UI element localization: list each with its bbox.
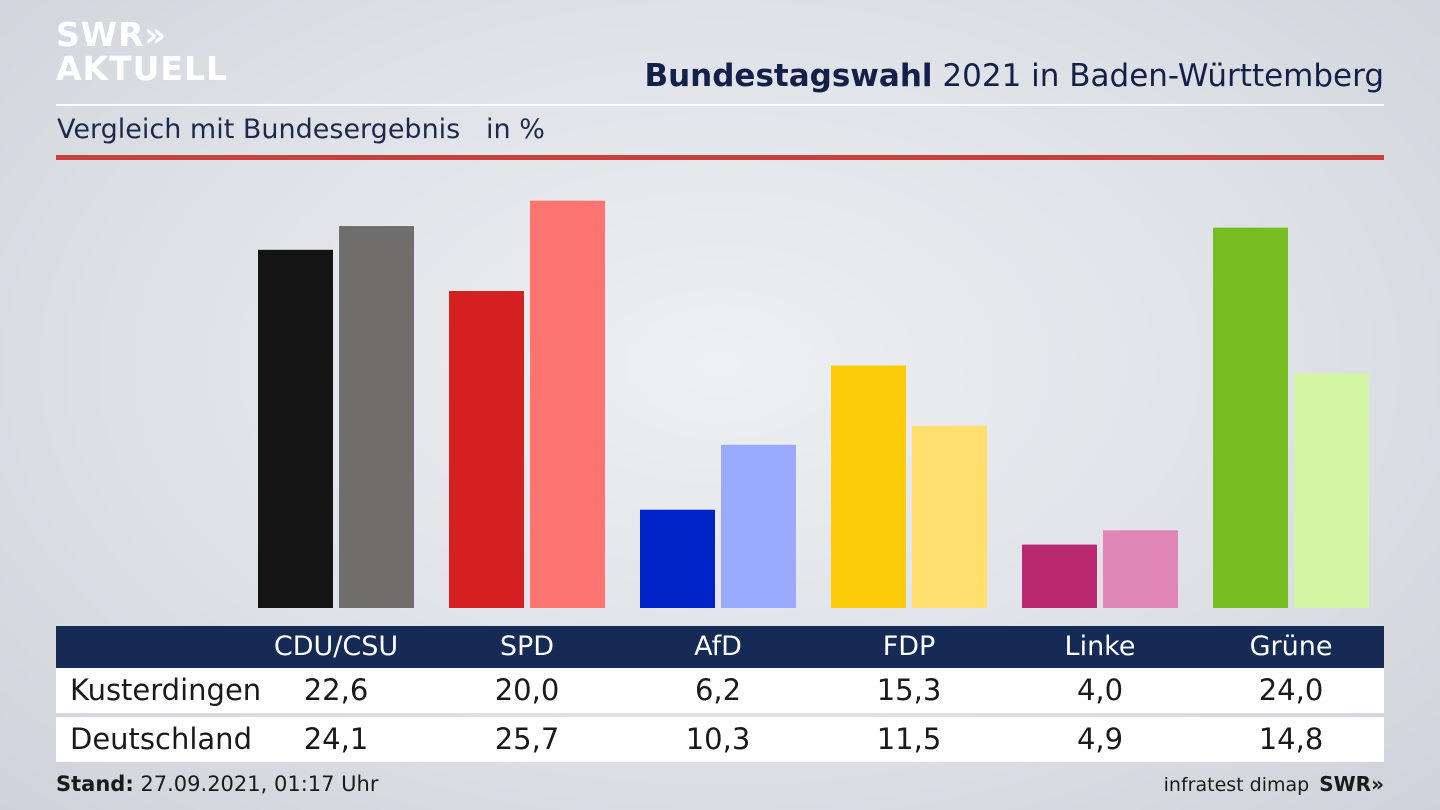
- bar-grüne-deutschland: [1294, 373, 1369, 608]
- timestamp-value: 27.09.2021, 01:17 Uhr: [133, 772, 379, 796]
- row-label-deutschland: Deutschland: [70, 722, 252, 756]
- timestamp-label: Stand:: [56, 772, 134, 796]
- bar-fdp-deutschland: [912, 425, 987, 608]
- chart-title: Bundestagswahl 2021 in Baden-Württemberg: [644, 58, 1384, 94]
- table-header: CDU/CSU SPD AfD FDP Linke Grüne: [56, 626, 1384, 668]
- source-credit: infratest dimap SWR»: [1164, 772, 1384, 796]
- table-row: Kusterdingen 22,6 20,0 6,2 15,3 4,0 24,0: [56, 668, 1384, 713]
- value-cell-fdp-kusterdingen: 15,3: [876, 673, 942, 707]
- title-divider: [56, 104, 1384, 106]
- value-cell-afd-deutschland: 10,3: [685, 722, 751, 756]
- bar-chart: [258, 200, 1369, 609]
- swr-logo-small: SWR»: [1319, 772, 1384, 796]
- value-cell-grüne-kusterdingen: 24,0: [1258, 673, 1324, 707]
- value-cell-cdu-csu-deutschland: 24,1: [303, 722, 369, 756]
- logo-swr-text: SWR»: [56, 15, 167, 54]
- bar-spd-deutschland: [530, 200, 605, 608]
- bar-linke-deutschland: [1103, 530, 1178, 608]
- value-cell-grüne-deutschland: 14,8: [1258, 722, 1324, 756]
- results-table: CDU/CSU SPD AfD FDP Linke Grüne Kusterdingen …: [56, 626, 1384, 762]
- column-header-grüne: Grüne: [1249, 631, 1333, 662]
- logo-aktuell-text: AKTUELL: [56, 49, 229, 88]
- row-label-kusterdingen: Kusterdingen: [70, 673, 262, 707]
- bar-fdp-kusterdingen: [831, 365, 906, 608]
- swr-aktuell-logo: SWR» AKTUELL: [56, 18, 228, 86]
- value-cell-spd-kusterdingen: 20,0: [494, 673, 560, 707]
- subtitle-divider: [56, 155, 1384, 160]
- column-header-spd: SPD: [499, 631, 555, 662]
- value-cell-afd-kusterdingen: 6,2: [694, 673, 742, 707]
- table-row: Deutschland 24,1 25,7 10,3 11,5 4,9 14,8: [56, 717, 1384, 762]
- column-header-fdp: FDP: [882, 631, 936, 662]
- source-text: infratest dimap: [1163, 774, 1310, 796]
- value-cell-spd-deutschland: 25,7: [494, 722, 560, 756]
- value-cell-linke-kusterdingen: 4,0: [1076, 673, 1124, 707]
- chart-title-rest: 2021 in Baden-Württemberg: [932, 58, 1384, 94]
- timestamp: Stand: 27.09.2021, 01:17 Uhr: [56, 772, 379, 796]
- bar-cdu-csu-deutschland: [339, 226, 414, 609]
- bar-grüne-kusterdingen: [1213, 227, 1288, 609]
- column-header-linke: Linke: [1064, 631, 1136, 662]
- chart-subtitle: Vergleich mit Bundesergebnis in %: [57, 114, 545, 145]
- bar-afd-deutschland: [721, 444, 796, 608]
- column-header-afd: AfD: [694, 631, 742, 662]
- value-cell-fdp-deutschland: 11,5: [876, 722, 942, 756]
- bar-linke-kusterdingen: [1022, 544, 1097, 608]
- value-cell-cdu-csu-kusterdingen: 22,6: [303, 673, 369, 707]
- bar-spd-kusterdingen: [449, 291, 524, 608]
- chart-title-bold: Bundestagswahl: [644, 58, 933, 94]
- bar-cdu-csu-kusterdingen: [258, 249, 333, 608]
- value-cell-linke-deutschland: 4,9: [1076, 722, 1124, 756]
- bar-afd-kusterdingen: [640, 509, 715, 608]
- column-header-cdu-csu: CDU/CSU: [273, 631, 399, 662]
